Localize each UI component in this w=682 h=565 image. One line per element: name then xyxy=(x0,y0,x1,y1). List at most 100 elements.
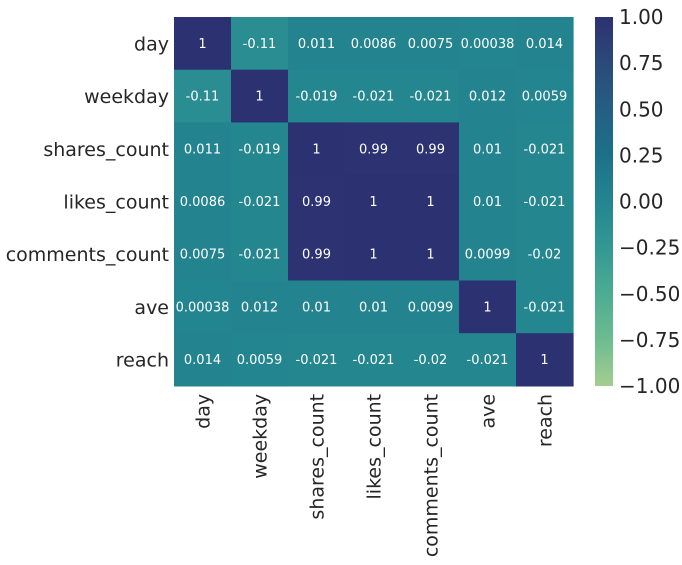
row-tick-label: comments_count xyxy=(6,244,169,266)
cell-value-label: -0.021 xyxy=(353,90,395,105)
heatmap-cell xyxy=(459,333,517,387)
heatmap-cell xyxy=(345,333,403,387)
colorbar-tick-label: −1.00 xyxy=(619,374,680,398)
cell-value-label: -0.021 xyxy=(353,353,395,368)
column-tick-label: day xyxy=(193,394,215,429)
heatmap-cells: 1 -0.11 0.011 0.0086 0.0075 0.00038 0.014-0.11… xyxy=(174,17,574,387)
cell-value-label: -0.021 xyxy=(239,248,281,263)
cell-value-label: -0.021 xyxy=(239,195,281,210)
cell-value-label: 1 xyxy=(483,300,491,315)
cell-value-label: 0.014 xyxy=(184,353,221,368)
row-tick-label: ave xyxy=(134,297,169,319)
cell-value-label: 0.0086 xyxy=(180,195,226,210)
cell-value-label: -0.02 xyxy=(528,248,562,263)
cell-value-label: 0.0075 xyxy=(408,37,454,52)
heatmap-cell xyxy=(174,175,232,229)
cell-value-label: 1 xyxy=(426,248,434,263)
cell-value-label: 0.0059 xyxy=(237,353,283,368)
heatmap-cell xyxy=(345,17,403,71)
cell-value-label: -0.11 xyxy=(186,90,220,105)
row-tick-label: reach xyxy=(116,350,169,372)
heatmap-cell xyxy=(516,175,574,229)
cell-value-label: 1 xyxy=(312,142,320,157)
cell-value-label: -0.021 xyxy=(524,142,566,157)
heatmap-cell xyxy=(402,280,460,334)
heatmap-cell xyxy=(231,280,289,334)
colorbar-tick-label: −0.50 xyxy=(619,282,680,306)
cell-value-label: 1 xyxy=(369,248,377,263)
heatmap-cell xyxy=(459,280,517,334)
heatmap-cell xyxy=(231,122,289,176)
heatmap-cell xyxy=(459,175,517,229)
cell-value-label: -0.021 xyxy=(524,195,566,210)
heatmap-cell xyxy=(516,280,574,334)
cell-value-label: 0.00038 xyxy=(176,300,230,315)
column-tick-label: likes_count xyxy=(364,394,386,500)
heatmap-cell xyxy=(231,227,289,282)
row-tick-label: weekday xyxy=(84,86,169,108)
cell-value-label: 0.0075 xyxy=(180,248,226,263)
heatmap-cell xyxy=(288,122,346,176)
heatmap-cell xyxy=(459,227,517,282)
heatmap-cell xyxy=(516,227,574,282)
heatmap-cell xyxy=(345,69,403,123)
heatmap-cell xyxy=(174,122,232,176)
heatmap-cell xyxy=(231,17,289,71)
cell-value-label: -0.019 xyxy=(239,142,281,157)
column-tick-label: ave xyxy=(478,394,500,429)
cell-value-label: 0.0059 xyxy=(522,90,568,105)
heatmap-cell xyxy=(459,122,517,176)
cell-value-label: 0.01 xyxy=(359,300,388,315)
cell-value-label: 0.99 xyxy=(359,142,388,157)
heatmap-cell xyxy=(288,175,346,229)
cell-value-label: 1 xyxy=(426,195,434,210)
heatmap-cell xyxy=(174,17,232,71)
cell-value-label: -0.021 xyxy=(467,353,509,368)
heatmap-cell xyxy=(174,69,232,123)
cell-value-label: 1 xyxy=(255,90,263,105)
cell-value-label: 0.99 xyxy=(416,142,445,157)
heatmap-cell xyxy=(231,333,289,387)
cell-value-label: 1 xyxy=(198,37,206,52)
heatmap-cell xyxy=(288,17,346,71)
heatmap-cell xyxy=(345,227,403,282)
heatmap-cell xyxy=(402,333,460,387)
colorbar xyxy=(595,17,613,386)
cell-value-label: 1 xyxy=(369,195,377,210)
cell-value-label: -0.019 xyxy=(296,90,338,105)
colorbar-tick-label: 0.00 xyxy=(619,190,664,214)
heatmap-cell xyxy=(288,333,346,387)
heatmap-cell xyxy=(516,333,574,387)
cell-value-label: 0.012 xyxy=(241,300,278,315)
cell-value-label: 0.01 xyxy=(302,300,331,315)
cell-value-label: 0.014 xyxy=(526,37,563,52)
heatmap-cell xyxy=(345,280,403,334)
colorbar-tick-label: −0.25 xyxy=(619,236,680,260)
heatmap-cell xyxy=(231,69,289,123)
heatmap-cell xyxy=(174,333,232,387)
colorbar-tick-label: 0.50 xyxy=(619,97,664,121)
cell-value-label: 0.011 xyxy=(184,142,221,157)
heatmap-cell xyxy=(288,69,346,123)
heatmap-cell xyxy=(516,122,574,176)
column-tick-label: comments_count xyxy=(421,394,443,557)
heatmap-cell xyxy=(459,17,517,71)
heatmap-cell xyxy=(516,69,574,123)
heatmap-cell xyxy=(231,175,289,229)
cell-value-label: 0.0086 xyxy=(351,37,397,52)
heatmap-cell xyxy=(402,17,460,71)
heatmap-cell xyxy=(174,280,232,334)
cell-value-label: -0.021 xyxy=(296,353,338,368)
column-tick-label: reach xyxy=(535,394,557,447)
heatmap-cell xyxy=(516,17,574,71)
heatmap-cell xyxy=(345,175,403,229)
cell-value-label: -0.11 xyxy=(243,37,277,52)
cell-value-label: 0.0099 xyxy=(465,248,511,263)
heatmap-cell xyxy=(402,122,460,176)
heatmap-cell xyxy=(345,122,403,176)
cell-value-label: 0.99 xyxy=(302,195,331,210)
cell-value-label: 0.0099 xyxy=(408,300,454,315)
cell-value-label: 0.99 xyxy=(302,248,331,263)
cell-value-label: 0.01 xyxy=(473,142,502,157)
